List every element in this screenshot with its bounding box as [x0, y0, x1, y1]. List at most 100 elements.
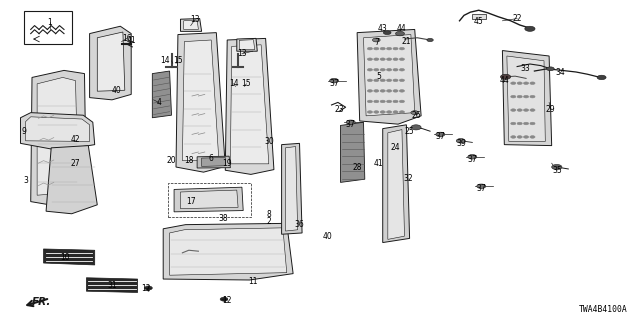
- Polygon shape: [174, 187, 243, 212]
- Polygon shape: [152, 71, 172, 118]
- Circle shape: [374, 47, 379, 50]
- Circle shape: [393, 68, 398, 71]
- Polygon shape: [163, 223, 293, 280]
- Circle shape: [547, 67, 554, 71]
- Text: 45: 45: [474, 17, 484, 26]
- Circle shape: [346, 120, 355, 124]
- Circle shape: [511, 82, 516, 84]
- Text: 6: 6: [209, 154, 214, 163]
- Polygon shape: [86, 278, 138, 292]
- Text: 41: 41: [126, 36, 136, 45]
- Circle shape: [517, 122, 522, 125]
- Circle shape: [387, 90, 392, 92]
- Circle shape: [380, 79, 385, 82]
- Polygon shape: [180, 19, 202, 31]
- Polygon shape: [176, 33, 225, 172]
- Circle shape: [387, 58, 392, 60]
- Polygon shape: [37, 77, 78, 195]
- Circle shape: [411, 125, 421, 130]
- Polygon shape: [180, 190, 238, 209]
- Circle shape: [517, 136, 522, 138]
- Circle shape: [393, 47, 398, 50]
- Text: 36: 36: [294, 220, 305, 229]
- Text: 4: 4: [156, 98, 161, 107]
- Circle shape: [367, 111, 372, 113]
- Text: 28: 28: [353, 163, 362, 172]
- Text: 37: 37: [329, 79, 339, 88]
- Text: 31: 31: [107, 281, 117, 290]
- Circle shape: [530, 109, 535, 111]
- Circle shape: [380, 47, 385, 50]
- Circle shape: [597, 75, 606, 80]
- Polygon shape: [357, 29, 421, 124]
- Text: 10: 10: [60, 253, 70, 262]
- Circle shape: [374, 58, 379, 60]
- Bar: [168, 183, 251, 217]
- Circle shape: [374, 111, 379, 113]
- Polygon shape: [20, 113, 95, 150]
- Polygon shape: [90, 26, 131, 100]
- Text: 15: 15: [173, 56, 183, 65]
- Polygon shape: [502, 51, 552, 146]
- Circle shape: [517, 109, 522, 111]
- Text: 34: 34: [555, 68, 565, 77]
- Text: 13: 13: [237, 49, 247, 58]
- Circle shape: [517, 82, 522, 84]
- Circle shape: [500, 74, 511, 79]
- Text: 30: 30: [264, 137, 274, 146]
- Text: 15: 15: [241, 79, 252, 88]
- Circle shape: [393, 111, 398, 113]
- Circle shape: [436, 132, 445, 137]
- Polygon shape: [388, 130, 404, 239]
- Text: 25: 25: [404, 127, 415, 136]
- Text: 8: 8: [266, 210, 271, 219]
- Text: 7: 7: [374, 38, 379, 47]
- Circle shape: [530, 136, 535, 138]
- Text: 40: 40: [111, 86, 122, 95]
- Text: FR.: FR.: [32, 297, 51, 307]
- Text: 41: 41: [374, 159, 384, 168]
- Bar: [472, 14, 486, 19]
- Polygon shape: [202, 157, 225, 166]
- Polygon shape: [230, 45, 269, 164]
- Text: 27: 27: [70, 159, 81, 168]
- Text: 14: 14: [160, 56, 170, 65]
- Circle shape: [524, 109, 529, 111]
- Text: 42: 42: [70, 135, 81, 144]
- Polygon shape: [225, 38, 274, 174]
- Text: 1: 1: [47, 18, 52, 27]
- Polygon shape: [507, 56, 545, 141]
- Text: 17: 17: [186, 197, 196, 206]
- Circle shape: [387, 100, 392, 103]
- Circle shape: [393, 79, 398, 82]
- Polygon shape: [237, 38, 257, 51]
- Polygon shape: [46, 146, 97, 214]
- Circle shape: [552, 164, 562, 170]
- Polygon shape: [383, 125, 410, 243]
- Text: 44: 44: [499, 76, 509, 85]
- Text: 13: 13: [190, 15, 200, 24]
- Text: 37: 37: [346, 120, 356, 129]
- Polygon shape: [26, 117, 90, 141]
- Text: 23: 23: [334, 105, 344, 114]
- Text: 19: 19: [222, 159, 232, 168]
- Circle shape: [393, 58, 398, 60]
- Text: 21: 21: [402, 37, 411, 46]
- Text: 9: 9: [22, 127, 27, 136]
- Circle shape: [393, 100, 398, 103]
- Circle shape: [380, 58, 385, 60]
- Circle shape: [511, 95, 516, 98]
- Text: 2: 2: [266, 217, 271, 226]
- Text: 26: 26: [411, 111, 421, 120]
- Circle shape: [367, 58, 372, 60]
- Text: 38: 38: [218, 214, 228, 223]
- Circle shape: [524, 82, 529, 84]
- Polygon shape: [182, 40, 219, 161]
- Circle shape: [399, 100, 404, 103]
- Circle shape: [511, 122, 516, 125]
- Polygon shape: [364, 35, 415, 116]
- Circle shape: [399, 90, 404, 92]
- Circle shape: [399, 68, 404, 71]
- Circle shape: [387, 47, 392, 50]
- Circle shape: [374, 68, 379, 71]
